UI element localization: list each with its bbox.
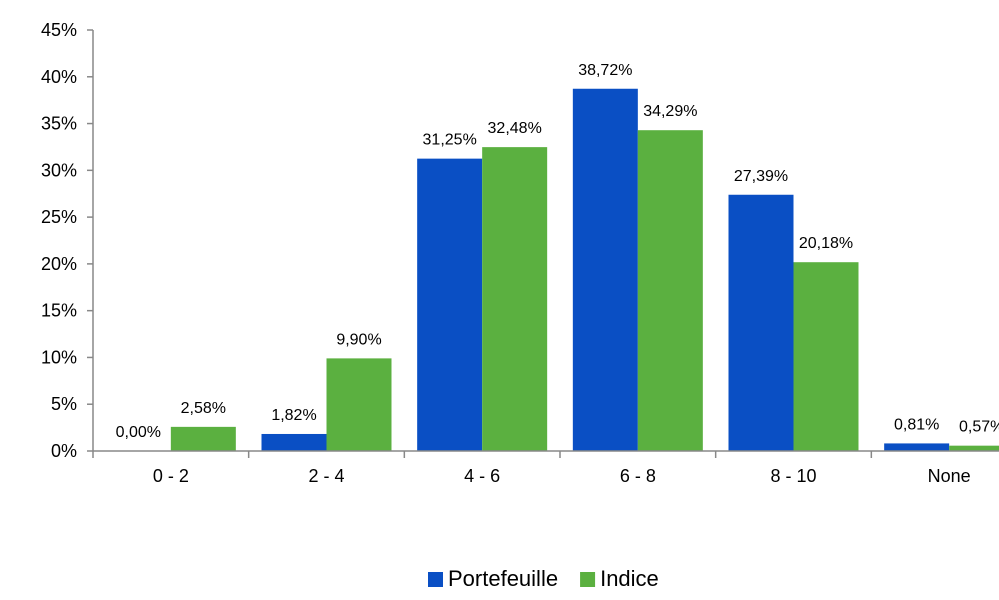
data-label-portefeuille-3: 31,25% xyxy=(423,132,477,149)
bar-portefeuille-2 xyxy=(261,433,327,451)
x-axis: 0 - 2 2 - 4 4 - 6 6 - 8 8 - 10 None xyxy=(92,450,999,486)
y-tick-label: 20% xyxy=(41,254,77,274)
bar-indice-6 xyxy=(949,445,999,451)
data-label-portefeuille-5: 27,39% xyxy=(734,168,788,185)
data-label-indice-2: 9,90% xyxy=(336,331,381,348)
legend-swatch-portefeuille xyxy=(428,572,443,587)
data-label-indice-3: 32,48% xyxy=(488,120,542,137)
data-label-portefeuille-2: 1,82% xyxy=(271,407,316,424)
bar-portefeuille-3 xyxy=(417,158,483,451)
x-tick-label: 2 - 4 xyxy=(308,466,344,486)
bar-indice-3 xyxy=(482,147,548,451)
bar-indice-5 xyxy=(793,262,859,451)
legend: Portefeuille Indice xyxy=(428,566,659,591)
bar-portefeuille-4 xyxy=(572,88,638,451)
data-label-indice-1: 2,58% xyxy=(181,400,226,417)
data-label-portefeuille-6: 0,81% xyxy=(894,416,939,433)
x-tick-label: 8 - 10 xyxy=(770,466,816,486)
bar-indice-2 xyxy=(326,358,392,451)
bar-portefeuille-5 xyxy=(728,194,794,451)
bars xyxy=(170,88,999,451)
data-label-portefeuille-4: 38,72% xyxy=(578,62,632,79)
y-tick-label: 0% xyxy=(51,441,77,461)
y-tick-label: 5% xyxy=(51,394,77,414)
y-tick-label: 30% xyxy=(41,160,77,180)
y-tick-label: 25% xyxy=(41,207,77,227)
x-tick-label: 6 - 8 xyxy=(620,466,656,486)
data-label-indice-6: 0,57% xyxy=(959,419,999,436)
bar-indice-1 xyxy=(170,426,236,451)
y-tick-label: 10% xyxy=(41,347,77,367)
x-tick-label: 4 - 6 xyxy=(464,466,500,486)
x-tick-label: None xyxy=(928,466,971,486)
y-tick-label: 40% xyxy=(41,67,77,87)
x-tick-label: 0 - 2 xyxy=(153,466,189,486)
y-axis: 0% 5% 10% 15% 20% 25% 30% 35% 40% 45% xyxy=(41,20,94,461)
data-label-indice-5: 20,18% xyxy=(799,235,853,252)
data-labels: 0,00% 1,82% 31,25% 38,72% 27,39% 0,81% 2,58% 9,… xyxy=(116,62,999,441)
bar-indice-4 xyxy=(637,130,703,451)
y-tick-label: 35% xyxy=(41,114,77,134)
legend-label-portefeuille: Portefeuille xyxy=(448,566,558,591)
y-tick-label: 45% xyxy=(41,20,77,40)
legend-swatch-indice xyxy=(580,572,596,587)
data-label-portefeuille-1: 0,00% xyxy=(116,424,161,441)
bar-portefeuille-6 xyxy=(884,443,950,451)
y-tick-label: 15% xyxy=(41,301,77,321)
legend-label-indice: Indice xyxy=(600,566,659,591)
data-label-indice-4: 34,29% xyxy=(643,103,697,120)
